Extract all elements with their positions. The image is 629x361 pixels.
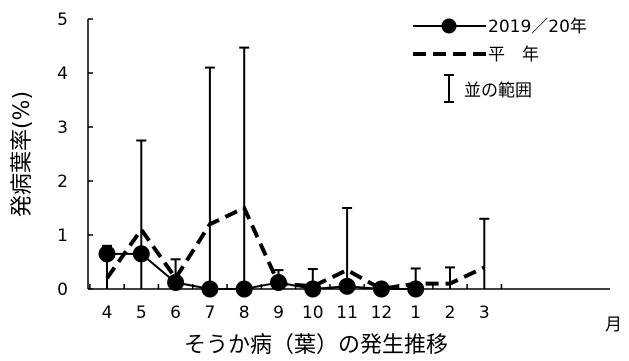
data-point-2019-20 xyxy=(98,245,116,263)
y-tick-label: 0 xyxy=(57,280,68,300)
data-point-2019-20 xyxy=(372,280,390,298)
x-tick-label: 8 xyxy=(239,303,250,323)
legend: 2019／20年 平 年 並の範囲 xyxy=(413,17,587,103)
legend-series1-marker xyxy=(441,18,457,34)
x-tick-label: 10 xyxy=(302,303,324,323)
x-tick-label: 9 xyxy=(273,303,284,323)
legend-series2-label: 平 年 xyxy=(488,45,539,65)
x-tick-label: 7 xyxy=(204,303,215,323)
data-point-2019-20 xyxy=(338,277,356,295)
x-axis-unit-label: 月 xyxy=(605,315,622,335)
data-point-2019-20 xyxy=(167,274,185,292)
data-point-2019-20 xyxy=(132,245,150,263)
x-tick-label: 3 xyxy=(479,303,490,323)
data-point-2019-20 xyxy=(407,280,425,298)
legend-series1-label: 2019／20年 xyxy=(488,17,587,37)
legend-range-bar-icon xyxy=(444,74,454,103)
y-tick-label: 5 xyxy=(57,10,68,30)
x-tick-label: 12 xyxy=(371,303,393,323)
y-tick-label: 2 xyxy=(57,172,68,192)
data-point-2019-20 xyxy=(235,280,253,298)
y-tick-label: 1 xyxy=(57,226,68,246)
data-point-2019-20 xyxy=(201,280,219,298)
series-line-2019-20 xyxy=(107,252,416,291)
series-line-heinen xyxy=(105,205,486,292)
x-tick-label: 2 xyxy=(445,303,456,323)
legend-range-label: 並の範囲 xyxy=(464,81,532,101)
x-tick-label: 1 xyxy=(410,303,421,323)
y-tick-label: 3 xyxy=(57,118,68,138)
data-point-2019-20 xyxy=(270,274,287,292)
x-tick-label: 4 xyxy=(102,303,113,323)
y-tick-label: 4 xyxy=(57,64,68,84)
data-point-2019-20 xyxy=(304,280,322,298)
y-axis-label: 発病葉率(%) xyxy=(10,91,35,217)
x-tick-label: 11 xyxy=(336,303,358,323)
x-axis-label: そうか病（葉）の発生推移 xyxy=(184,333,448,358)
x-tick-label: 6 xyxy=(170,303,181,323)
x-tick-label: 5 xyxy=(136,303,147,323)
